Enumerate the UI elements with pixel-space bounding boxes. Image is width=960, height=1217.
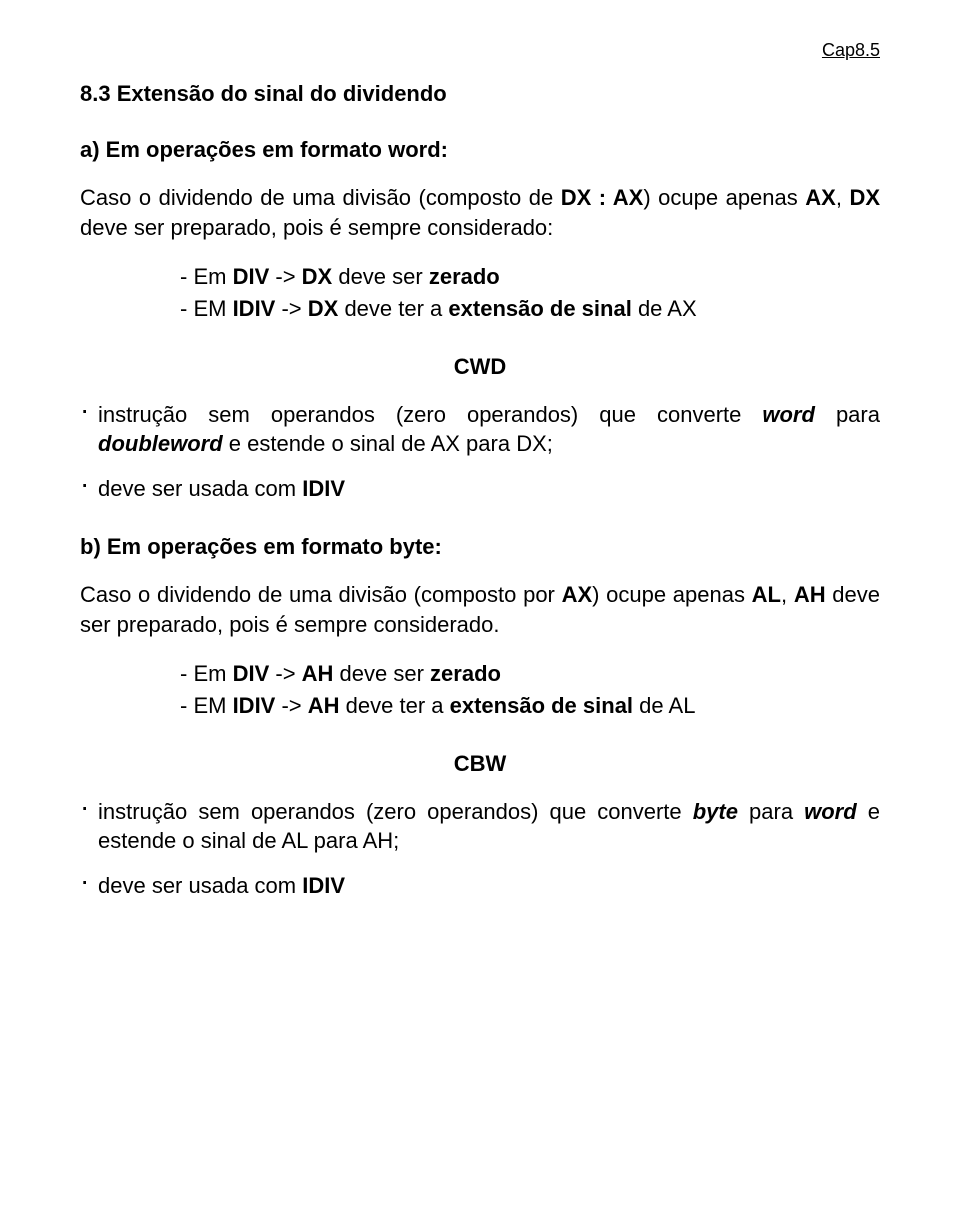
list-b: - Em DIV -> AH deve ser zerado - EM IDIV…	[180, 659, 880, 720]
bold-italic-doubleword: doubleword	[98, 431, 223, 456]
subsection-a-title: a) Em operações em formato word:	[80, 137, 880, 163]
text: ,	[836, 185, 850, 210]
bold-extensao: extensão de sinal	[448, 296, 631, 321]
text: deve ser	[332, 264, 429, 289]
text: ->	[269, 264, 301, 289]
text: para	[738, 799, 804, 824]
document-page: Cap8.5 8.3 Extensão do sinal do dividend…	[0, 0, 960, 956]
bold-div: DIV	[233, 264, 270, 289]
list-item: - Em DIV -> DX deve ser zerado	[180, 262, 880, 292]
text: instrução sem operandos (zero operandos)…	[98, 402, 762, 427]
text: ) ocupe apenas	[643, 185, 805, 210]
bullet-cwd-2: deve ser usada com IDIV	[80, 474, 880, 504]
text: Caso o dividendo de uma divisão (compost…	[80, 582, 562, 607]
mnemonic-cwd: CWD	[80, 354, 880, 380]
paragraph-a: Caso o dividendo de uma divisão (compost…	[80, 183, 880, 242]
text: e estende o sinal de AX para DX;	[223, 431, 553, 456]
bold-ah: AH	[302, 661, 334, 686]
bold-ax: AX	[805, 185, 836, 210]
text: ->	[269, 661, 301, 686]
page-header: Cap8.5	[80, 40, 880, 61]
text: de AL	[633, 693, 695, 718]
bold-div: DIV	[233, 661, 270, 686]
text: deve ser	[333, 661, 430, 686]
bold-idiv: IDIV	[302, 476, 345, 501]
bold-dx: DX	[849, 185, 880, 210]
text: deve ser usada com	[98, 476, 302, 501]
bold-zerado: zerado	[429, 264, 500, 289]
bold-al: AL	[752, 582, 781, 607]
text: deve ser usada com	[98, 873, 302, 898]
bold-idiv: IDIV	[233, 693, 276, 718]
paragraph-b: Caso o dividendo de uma divisão (compost…	[80, 580, 880, 639]
bullet-cwd-1: instrução sem operandos (zero operandos)…	[80, 400, 880, 459]
bold-ax: AX	[562, 582, 593, 607]
list-item: - EM IDIV -> AH deve ter a extensão de s…	[180, 691, 880, 721]
bold-dx: DX	[302, 264, 333, 289]
section-title: 8.3 Extensão do sinal do dividendo	[80, 81, 880, 107]
subsection-b-title: b) Em operações em formato byte:	[80, 534, 880, 560]
text: Caso o dividendo de uma divisão (compost…	[80, 185, 561, 210]
bold-ah: AH	[794, 582, 826, 607]
text: deve ser preparado, pois é sempre consid…	[80, 215, 553, 240]
text: para	[815, 402, 880, 427]
bold-extensao: extensão de sinal	[450, 693, 633, 718]
text: - Em	[180, 661, 233, 686]
bold-dx-ax: DX : AX	[561, 185, 644, 210]
bold-italic-word: word	[804, 799, 857, 824]
text: ,	[781, 582, 794, 607]
text: ->	[275, 693, 307, 718]
list-a: - Em DIV -> DX deve ser zerado - EM IDIV…	[180, 262, 880, 323]
text: instrução sem operandos (zero operandos)…	[98, 799, 693, 824]
text: - EM	[180, 693, 233, 718]
bold-dx: DX	[308, 296, 339, 321]
text: - Em	[180, 264, 233, 289]
text: deve ter a	[338, 296, 448, 321]
bullet-cbw-2: deve ser usada com IDIV	[80, 871, 880, 901]
bold-zerado: zerado	[430, 661, 501, 686]
bold-italic-byte: byte	[693, 799, 738, 824]
bold-ah: AH	[308, 693, 340, 718]
text: deve ter a	[340, 693, 450, 718]
bold-idiv: IDIV	[233, 296, 276, 321]
bold-idiv: IDIV	[302, 873, 345, 898]
text: ) ocupe apenas	[592, 582, 752, 607]
mnemonic-cbw: CBW	[80, 751, 880, 777]
text: - EM	[180, 296, 233, 321]
text: ->	[275, 296, 307, 321]
list-item: - Em DIV -> AH deve ser zerado	[180, 659, 880, 689]
bullet-cbw-1: instrução sem operandos (zero operandos)…	[80, 797, 880, 856]
text: de AX	[632, 296, 697, 321]
list-item: - EM IDIV -> DX deve ter a extensão de s…	[180, 294, 880, 324]
bold-italic-word: word	[762, 402, 815, 427]
